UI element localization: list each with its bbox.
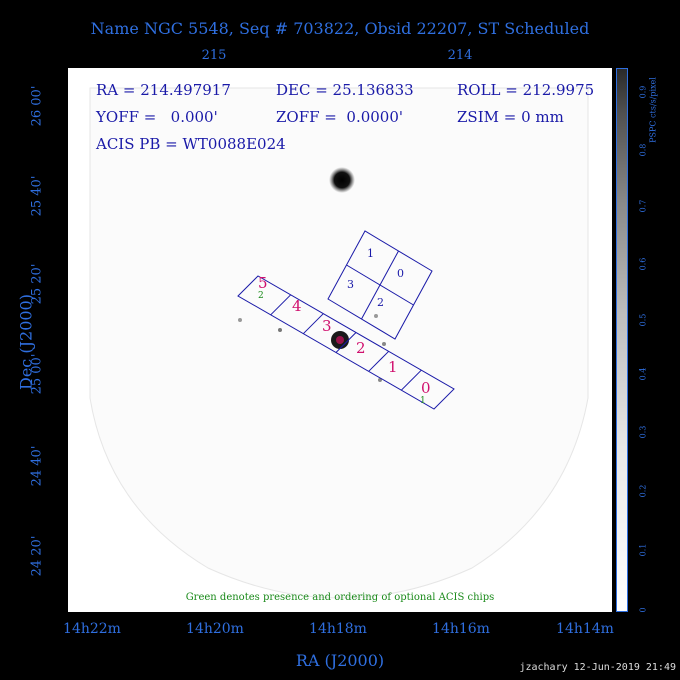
acis-i-chip-label-2: 2 [377,296,384,309]
y-tick: 24 40' [29,445,45,487]
field-graphics [89,87,589,599]
acis-s-array [237,275,455,410]
colorbar-tick: 0.9 [638,85,648,99]
colorbar-tick: 0 [638,607,648,613]
x-tick: 14h16m [432,621,490,637]
faint-source [382,342,386,346]
info-dec: DEC = 25.136833 [276,81,414,99]
top-tick-214: 214 [447,48,473,63]
colorbar-tick: 0.5 [638,313,648,327]
target-source-core [336,336,344,344]
info-zoff: ZOFF = 0.0000' [276,108,404,126]
info-roll: ROLL = 212.9975 [457,81,595,99]
top-tick-215: 215 [201,48,227,63]
colorbar-label: PSPC cts/s/pixel [648,77,658,143]
acis-s-chip-label-3: 3 [322,317,332,335]
sky-field-plot: 1 0 3 2 5 4 3 2 1 0 2 1 RA = 214.497917 … [68,68,612,612]
x-tick: 14h22m [63,621,121,637]
colorbar-tick: 0.3 [638,425,648,439]
plot-title: Name NGC 5548, Seq # 703822, Obsid 22207… [90,19,590,38]
acis-s-chip-label-1: 1 [388,358,398,376]
x-axis-label: RA (J2000) [295,651,385,670]
acis-i-chip-label-3: 3 [347,278,354,291]
colorbar-tick: 0.7 [638,199,648,213]
faint-source [374,314,378,318]
faint-source [278,328,282,332]
colorbar-tick: 0.8 [638,143,648,157]
colorbar [616,68,628,612]
footer-timestamp: jzachary 12-Jun-2019 21:49 [519,662,676,673]
info-zsim: ZSIM = 0 mm [457,108,564,126]
acis-i-chip-label-0: 0 [397,267,404,280]
x-tick: 14h18m [309,621,367,637]
info-acis-pb: ACIS PB = WT0088E024 [96,135,286,153]
acis-s-chip-label-5: 5 [258,274,268,292]
y-axis-label: Dec (J2000) [16,294,36,390]
x-tick: 14h14m [556,621,614,637]
x-tick: 14h20m [186,621,244,637]
y-tick: 26 00' [29,85,45,127]
acis-s-chip-label-0: 0 [421,379,431,397]
info-ra: RA = 214.497917 [96,81,231,99]
colorbar-tick: 0.6 [638,257,648,271]
info-yoff: YOFF = 0.000' [96,108,218,126]
colorbar-tick: 0.2 [638,484,648,498]
colorbar-tick: 0.4 [638,367,648,381]
acis-i-chip-label-1: 1 [367,247,374,260]
acis-s-chip-label-4: 4 [292,297,302,315]
colorbar-tick: 0.1 [638,543,648,557]
acis-i-array [327,230,433,340]
acis-s-chip-label-2: 2 [356,339,366,357]
optional-chip-marker-2: 2 [258,291,264,301]
optional-chips-note: Green denotes presence and ordering of o… [185,592,495,603]
bright-source [329,167,355,193]
optional-chip-marker-1: 1 [420,396,426,406]
y-tick: 25 40' [29,175,45,217]
y-tick: 24 20' [29,535,45,577]
faint-source [238,318,242,322]
